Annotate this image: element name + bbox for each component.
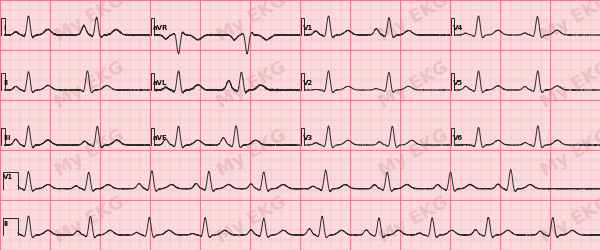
Text: My EKG: My EKG [214, 58, 290, 112]
Text: V2: V2 [303, 80, 313, 86]
Text: My EKG: My EKG [538, 58, 600, 112]
Text: My EKG: My EKG [376, 0, 452, 44]
Text: V3: V3 [303, 135, 313, 141]
Text: V1: V1 [3, 174, 13, 180]
Text: aVL: aVL [153, 80, 167, 86]
Text: My EKG: My EKG [376, 126, 452, 180]
Text: I: I [3, 25, 5, 31]
Text: My EKG: My EKG [214, 0, 290, 44]
Text: My EKG: My EKG [376, 58, 452, 112]
Text: My EKG: My EKG [538, 193, 600, 247]
Text: V1: V1 [303, 25, 313, 31]
Text: V6: V6 [453, 135, 463, 141]
Text: My EKG: My EKG [538, 126, 600, 180]
Text: My EKG: My EKG [538, 0, 600, 44]
Text: aVR: aVR [153, 25, 169, 31]
Text: My EKG: My EKG [214, 126, 290, 180]
Text: III: III [3, 135, 11, 141]
Text: aVF: aVF [153, 135, 168, 141]
Text: My EKG: My EKG [52, 193, 128, 247]
Text: My EKG: My EKG [376, 193, 452, 247]
Text: My EKG: My EKG [214, 193, 290, 247]
Text: V4: V4 [453, 25, 463, 31]
Text: II: II [3, 221, 8, 227]
Text: My EKG: My EKG [52, 0, 128, 44]
Text: My EKG: My EKG [52, 58, 128, 112]
Text: V5: V5 [453, 80, 463, 86]
Text: My EKG: My EKG [52, 126, 128, 180]
Text: II: II [3, 80, 8, 86]
